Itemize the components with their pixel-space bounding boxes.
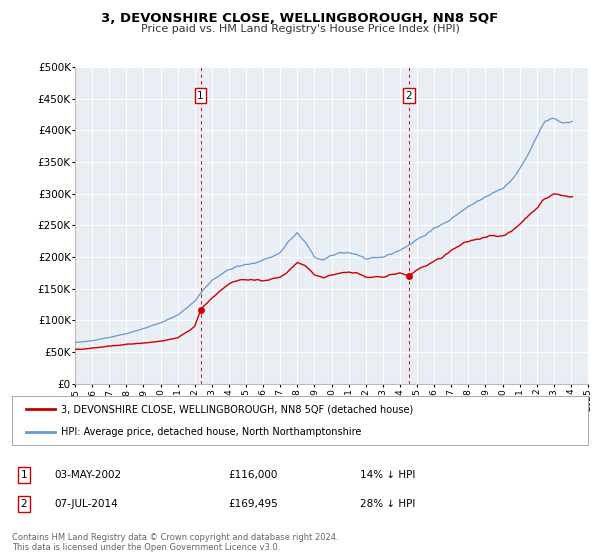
- Text: 03-MAY-2002: 03-MAY-2002: [54, 470, 121, 480]
- Text: 1: 1: [20, 470, 28, 480]
- Text: 3, DEVONSHIRE CLOSE, WELLINGBOROUGH, NN8 5QF (detached house): 3, DEVONSHIRE CLOSE, WELLINGBOROUGH, NN8…: [61, 404, 413, 414]
- Text: 28% ↓ HPI: 28% ↓ HPI: [360, 499, 415, 509]
- Text: 2: 2: [406, 91, 412, 101]
- Text: 07-JUL-2014: 07-JUL-2014: [54, 499, 118, 509]
- Text: Price paid vs. HM Land Registry's House Price Index (HPI): Price paid vs. HM Land Registry's House …: [140, 24, 460, 34]
- Text: £169,495: £169,495: [228, 499, 278, 509]
- Text: 1: 1: [197, 91, 204, 101]
- Text: 3, DEVONSHIRE CLOSE, WELLINGBOROUGH, NN8 5QF: 3, DEVONSHIRE CLOSE, WELLINGBOROUGH, NN8…: [101, 12, 499, 25]
- Text: HPI: Average price, detached house, North Northamptonshire: HPI: Average price, detached house, Nort…: [61, 427, 361, 437]
- Text: 14% ↓ HPI: 14% ↓ HPI: [360, 470, 415, 480]
- Text: This data is licensed under the Open Government Licence v3.0.: This data is licensed under the Open Gov…: [12, 543, 280, 552]
- Text: £116,000: £116,000: [228, 470, 277, 480]
- Text: 2: 2: [20, 499, 28, 509]
- Text: Contains HM Land Registry data © Crown copyright and database right 2024.: Contains HM Land Registry data © Crown c…: [12, 533, 338, 542]
